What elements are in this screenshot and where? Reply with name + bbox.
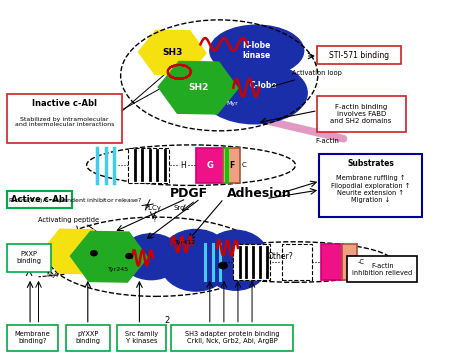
Text: Stabilized by intramolecular
and intermolecular interactions: Stabilized by intramolecular and intermo… bbox=[15, 117, 114, 127]
Circle shape bbox=[219, 262, 227, 269]
FancyBboxPatch shape bbox=[319, 154, 422, 217]
Text: PLCγ: PLCγ bbox=[144, 206, 161, 212]
Ellipse shape bbox=[201, 62, 307, 124]
Text: H: H bbox=[181, 161, 186, 170]
Text: Src family
Y kinases: Src family Y kinases bbox=[125, 331, 158, 344]
FancyBboxPatch shape bbox=[317, 47, 401, 64]
Text: SH2: SH2 bbox=[188, 83, 208, 92]
FancyBboxPatch shape bbox=[66, 325, 110, 351]
Text: Membrane
binding?: Membrane binding? bbox=[15, 331, 51, 344]
Text: STI-571 binding: STI-571 binding bbox=[329, 51, 389, 60]
Text: C-lobe: C-lobe bbox=[250, 81, 278, 91]
Text: Membrane ruffling ↑
Filopodial exploration ↑
Neurite extension ↑
Migration ↓: Membrane ruffling ↑ Filopodial explorati… bbox=[331, 175, 410, 203]
FancyBboxPatch shape bbox=[233, 245, 270, 280]
Text: G: G bbox=[206, 161, 213, 170]
Ellipse shape bbox=[159, 229, 232, 291]
FancyBboxPatch shape bbox=[347, 256, 417, 282]
Text: -C: -C bbox=[358, 259, 365, 265]
Text: Activation loop: Activation loop bbox=[272, 70, 342, 87]
FancyBboxPatch shape bbox=[128, 148, 169, 183]
Text: F-actin
inhibition relieved: F-actin inhibition relieved bbox=[352, 263, 412, 275]
FancyBboxPatch shape bbox=[317, 96, 405, 132]
Circle shape bbox=[91, 251, 97, 256]
Circle shape bbox=[121, 234, 182, 280]
FancyBboxPatch shape bbox=[118, 325, 166, 351]
FancyBboxPatch shape bbox=[7, 244, 51, 272]
Text: N-lobe
kinase: N-lobe kinase bbox=[243, 41, 271, 60]
Text: Myr: Myr bbox=[46, 272, 59, 278]
Text: Myr: Myr bbox=[227, 101, 238, 106]
Text: pYXXP
binding: pYXXP binding bbox=[75, 331, 100, 344]
Text: Activating peptide: Activating peptide bbox=[38, 217, 100, 223]
FancyBboxPatch shape bbox=[171, 325, 293, 351]
Text: SH3: SH3 bbox=[162, 48, 182, 57]
Text: ?: ? bbox=[153, 214, 156, 224]
Text: Adhesion: Adhesion bbox=[227, 187, 292, 200]
Text: PXXP
binding: PXXP binding bbox=[17, 251, 42, 264]
FancyBboxPatch shape bbox=[342, 245, 357, 280]
Text: PtdIns(4,5)$P_2$-dependent inhibitor release?: PtdIns(4,5)$P_2$-dependent inhibitor rel… bbox=[8, 196, 143, 205]
FancyBboxPatch shape bbox=[321, 245, 343, 280]
Text: 2: 2 bbox=[164, 316, 169, 325]
FancyBboxPatch shape bbox=[196, 148, 224, 183]
Text: Other?: Other? bbox=[267, 252, 293, 261]
Text: Tyr245: Tyr245 bbox=[108, 267, 129, 272]
Text: C: C bbox=[242, 162, 246, 168]
Ellipse shape bbox=[201, 230, 270, 290]
Text: F-actin: F-actin bbox=[315, 137, 339, 143]
Text: SH3 adapter protein binding
CrkII, Nck, Grb2, Abi, ArgBP: SH3 adapter protein binding CrkII, Nck, … bbox=[185, 331, 279, 344]
FancyBboxPatch shape bbox=[223, 148, 240, 183]
FancyBboxPatch shape bbox=[7, 191, 73, 208]
FancyBboxPatch shape bbox=[7, 94, 122, 143]
Text: PDGF: PDGF bbox=[170, 187, 208, 200]
Ellipse shape bbox=[210, 25, 304, 76]
Text: Inactive c-Abl: Inactive c-Abl bbox=[32, 99, 97, 108]
Circle shape bbox=[126, 253, 132, 258]
FancyBboxPatch shape bbox=[282, 245, 311, 280]
Text: Active c-Abl: Active c-Abl bbox=[11, 195, 68, 204]
Text: Substrates: Substrates bbox=[347, 159, 394, 168]
FancyBboxPatch shape bbox=[7, 325, 58, 351]
Text: F: F bbox=[229, 161, 235, 170]
Text: Tyr412: Tyr412 bbox=[175, 240, 196, 245]
Text: Src: Src bbox=[174, 206, 185, 212]
Text: F-actin binding
involves FABD
and SH2 domains: F-actin binding involves FABD and SH2 do… bbox=[330, 104, 392, 124]
